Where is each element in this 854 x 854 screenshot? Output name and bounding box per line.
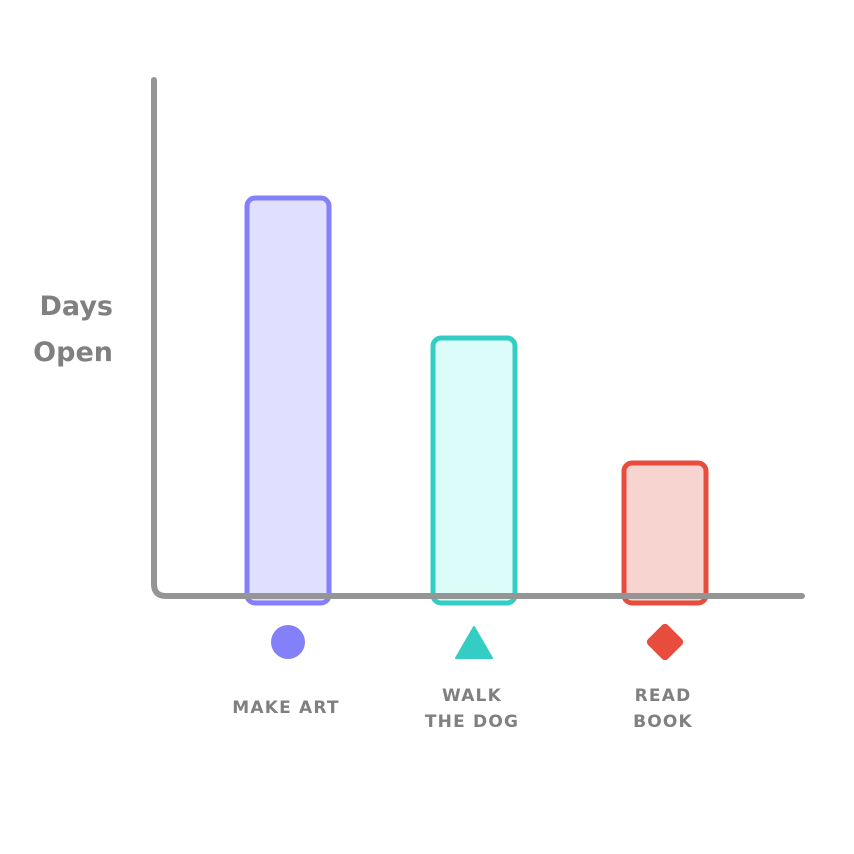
bar-1 [244,195,332,606]
bar-2 [430,335,518,606]
bar-3 [621,460,709,606]
circle-icon [271,625,305,659]
category-markers [271,623,684,661]
category-label: READ [635,686,692,706]
y-axis-label-line: Days [40,291,113,322]
category-label: THE DOG [425,712,519,732]
category-label: BOOK [633,712,693,732]
category-label: MAKE ART [232,698,339,718]
axes [151,77,805,599]
diamond-icon [646,623,684,661]
bars [244,195,709,606]
triangle-icon [455,626,493,659]
category-labels: MAKE ART WALK THE DOG READ BOOK [232,686,693,732]
category-label: WALK [442,686,502,706]
y-axis-label-line: Open [33,337,113,368]
y-axis-label: Days Open [33,291,113,368]
